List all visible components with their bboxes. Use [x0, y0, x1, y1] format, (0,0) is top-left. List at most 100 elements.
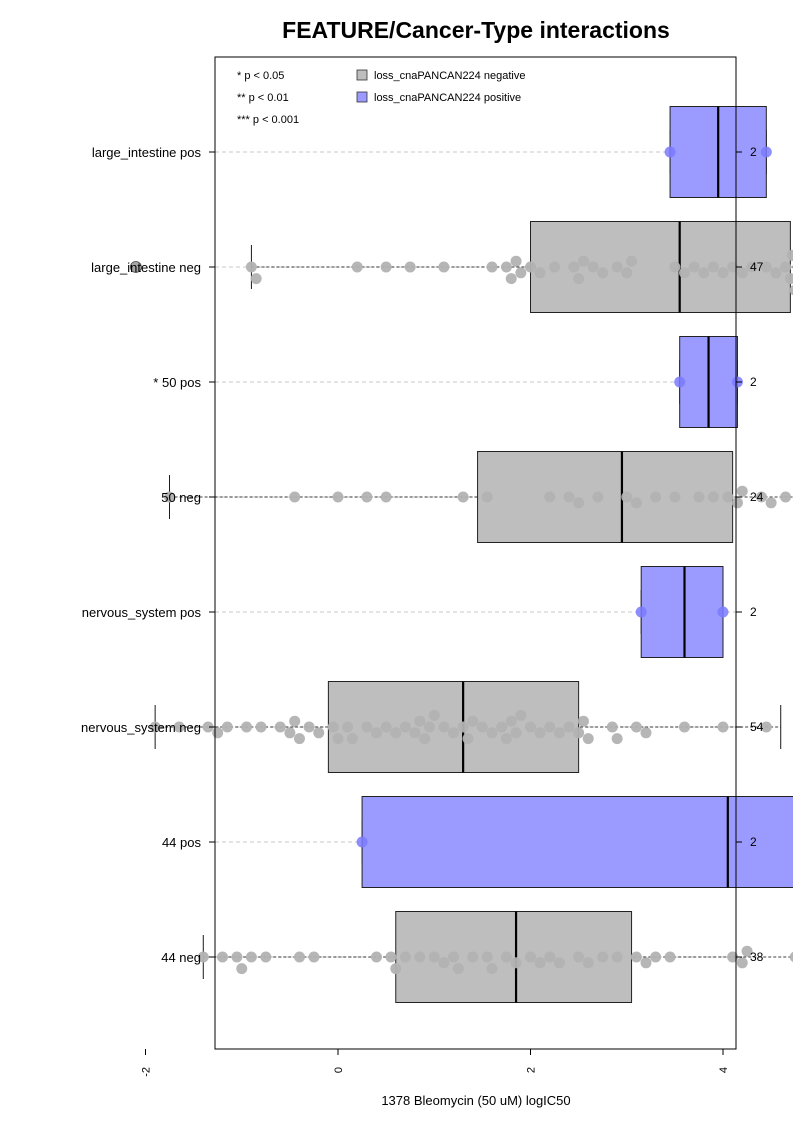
category-label: 44 neg [161, 950, 201, 965]
data-point [274, 721, 286, 733]
data-point [380, 261, 392, 273]
data-point [448, 951, 459, 963]
data-point [409, 727, 421, 739]
data-point [756, 491, 767, 503]
count-label: 47 [750, 260, 764, 274]
x-tick-label: 2 [526, 1067, 538, 1073]
data-point [698, 267, 710, 279]
legend-swatch-positive [356, 91, 368, 103]
data-point [669, 261, 681, 273]
data-point [294, 951, 305, 963]
data-point [635, 606, 647, 618]
data-point [741, 945, 753, 957]
data-point [784, 273, 793, 285]
boxes-layer [154, 106, 793, 1003]
data-point [414, 951, 426, 963]
box-negative [477, 451, 734, 543]
box-positive [640, 566, 724, 658]
data-point [525, 261, 536, 273]
sig-legend-3: *** p < 0.001 [237, 114, 299, 126]
data-point [476, 721, 488, 733]
data-point [770, 267, 782, 279]
outlier-point [129, 261, 142, 273]
data-point [582, 733, 594, 745]
category-label: nervous_system neg [81, 720, 201, 735]
data-point [577, 715, 589, 727]
data-point [786, 249, 793, 261]
data-point [404, 261, 416, 273]
data-point [255, 721, 267, 733]
data-point [361, 721, 373, 733]
data-point [462, 733, 474, 745]
data-point [289, 715, 301, 727]
data-point [481, 491, 493, 503]
data-point [553, 957, 565, 969]
data-point [630, 497, 642, 509]
data-point [467, 951, 479, 963]
category-label: large_intestine neg [91, 260, 201, 275]
data-point [500, 733, 512, 745]
data-point [351, 261, 363, 273]
data-point [573, 727, 585, 739]
data-point [438, 261, 450, 273]
legend-swatch-negative [356, 69, 368, 81]
data-point [308, 951, 320, 963]
data-point [245, 951, 257, 963]
data-point [356, 836, 368, 848]
data-point [457, 721, 469, 733]
data-point [707, 261, 719, 273]
data-point [164, 491, 176, 503]
data-point [789, 285, 793, 296]
data-point [510, 727, 522, 739]
data-point [664, 146, 676, 158]
category-label: large_intestine pos [92, 145, 202, 160]
data-point [534, 727, 546, 739]
data-point [284, 727, 296, 739]
data-point [727, 261, 739, 273]
data-point [525, 951, 536, 963]
data-point [332, 733, 344, 745]
count-label: 54 [750, 720, 764, 734]
data-point [731, 497, 743, 509]
data-point [173, 721, 185, 733]
data-point [467, 715, 479, 727]
legend-label-positive: loss_cnaPANCAN224 positive [374, 92, 521, 104]
data-point [611, 261, 623, 273]
color-legend: loss_cnaPANCAN224 negative loss_cnaPANCA… [356, 69, 525, 104]
data-point [626, 255, 638, 267]
data-point [736, 485, 748, 497]
x-axis-label: 1378 Bleomycin (50 uM) logIC50 [381, 1093, 570, 1108]
sig-legend-2: ** p < 0.01 [237, 92, 289, 104]
data-point [674, 376, 686, 388]
data-point [313, 727, 325, 739]
data-point [544, 721, 556, 733]
data-point [231, 951, 243, 963]
data-point [245, 261, 257, 273]
count-label: 2 [750, 605, 757, 619]
data-point [500, 261, 512, 273]
data-point [669, 491, 681, 503]
data-point [423, 721, 435, 733]
data-point [780, 491, 792, 503]
data-point [428, 709, 440, 721]
data-point [428, 951, 440, 963]
data-point [544, 951, 556, 963]
data-point [289, 491, 301, 503]
x-tick-label: 0 [333, 1067, 345, 1073]
count-label: 38 [750, 950, 764, 964]
plot-frame [214, 56, 737, 1050]
data-point [688, 261, 700, 273]
data-point [573, 273, 585, 285]
data-point [149, 721, 161, 733]
category-label: 50 neg [161, 490, 201, 505]
data-point [346, 733, 358, 745]
data-point [606, 721, 618, 733]
data-point [496, 721, 508, 733]
data-point [597, 267, 609, 279]
data-point [505, 273, 517, 285]
data-point [212, 727, 224, 739]
data-point [760, 721, 772, 733]
points-layer [129, 146, 793, 975]
data-point [371, 727, 382, 739]
